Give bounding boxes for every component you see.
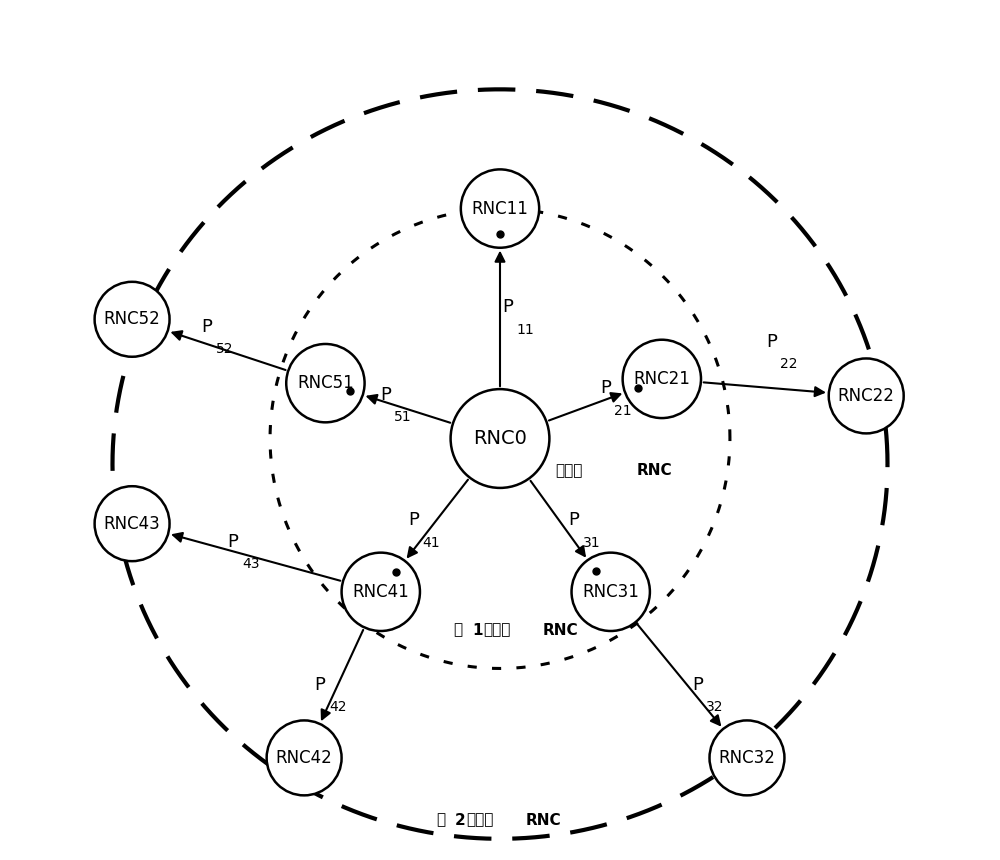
Text: 第: 第 [436,813,445,827]
Text: 22: 22 [780,357,798,371]
Circle shape [572,553,650,631]
Text: 2: 2 [455,813,466,827]
Text: 41: 41 [422,536,440,550]
Text: 第: 第 [453,623,462,637]
Circle shape [710,721,784,796]
Text: RNC51: RNC51 [297,374,354,392]
Text: P: P [408,512,419,530]
Text: RNC43: RNC43 [104,514,160,532]
Text: 42: 42 [329,700,346,714]
Text: 32: 32 [706,700,724,714]
Text: 43: 43 [242,557,259,571]
Text: 1: 1 [472,623,482,637]
Circle shape [829,359,904,433]
Text: 52: 52 [216,342,233,356]
Text: RNC: RNC [543,623,578,637]
Text: P: P [228,532,239,550]
Circle shape [267,721,342,796]
Text: P: P [766,333,777,351]
Circle shape [342,553,420,631]
Text: RNC52: RNC52 [104,310,160,329]
Text: RNC41: RNC41 [352,583,409,601]
Text: RNC22: RNC22 [838,387,895,405]
Circle shape [623,340,701,418]
Text: 11: 11 [516,322,534,336]
Circle shape [451,389,549,488]
Text: RNC31: RNC31 [582,583,639,601]
Circle shape [286,344,365,422]
Text: P: P [380,386,391,404]
Text: 51: 51 [394,410,412,425]
Text: RNC: RNC [636,464,672,478]
Text: RNC42: RNC42 [276,749,332,767]
Text: 族中心: 族中心 [555,464,583,478]
Text: RNC32: RNC32 [719,749,775,767]
Text: 21: 21 [614,403,632,418]
Text: P: P [600,379,611,397]
Text: P: P [315,676,325,694]
Text: 级外围: 级外围 [466,813,493,827]
Text: 级外围: 级外围 [483,623,510,637]
Circle shape [95,282,170,357]
Text: RNC0: RNC0 [473,429,527,448]
Text: RNC21: RNC21 [633,370,690,388]
Text: RNC: RNC [526,813,561,827]
Text: P: P [692,676,703,694]
Circle shape [461,169,539,248]
Text: P: P [201,318,212,336]
Circle shape [95,486,170,562]
Text: 31: 31 [583,536,600,550]
Text: P: P [502,298,513,316]
Text: P: P [568,512,579,530]
Text: RNC11: RNC11 [472,200,528,218]
